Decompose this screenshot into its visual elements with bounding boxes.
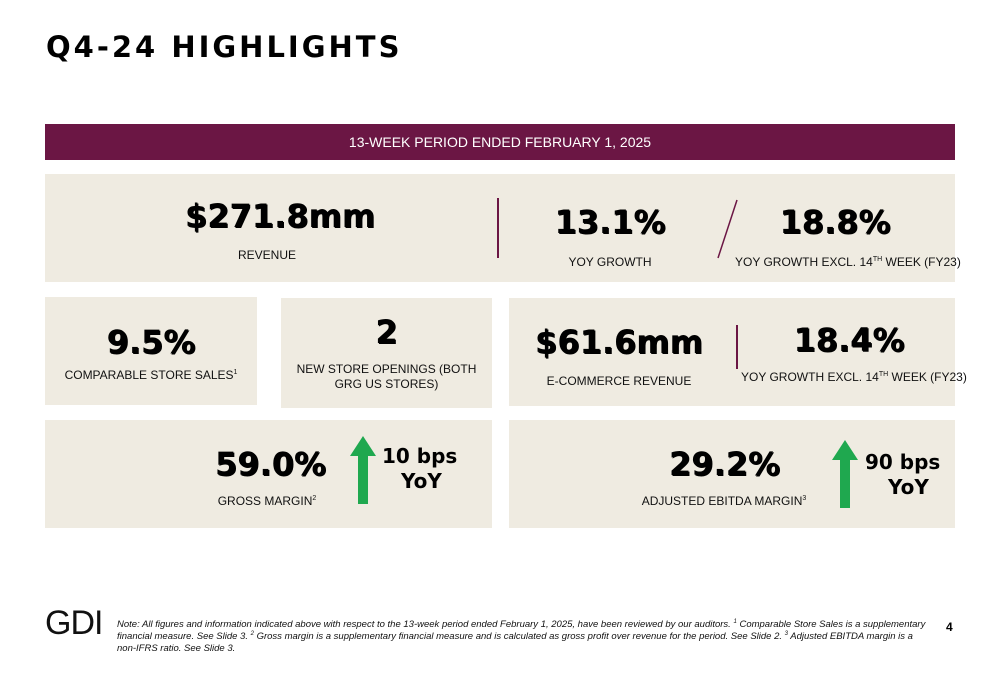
ecommerce-value: $61.6mm	[535, 323, 703, 361]
comparable-sales-value: 9.5%	[106, 323, 196, 361]
new-stores-card: 2 NEW STORE OPENINGS (BOTH GRG US STORES…	[281, 298, 492, 408]
gross-margin-card: 59.0% GROSS MARGIN2 10 bps YoY	[45, 420, 492, 528]
revenue-slash-divider	[717, 199, 738, 259]
arrow-up-icon	[832, 440, 858, 508]
revenue-divider	[497, 198, 499, 258]
ecommerce-label: E-COMMERCE REVENUE	[546, 374, 692, 388]
arrow-up-icon	[350, 436, 376, 504]
ecommerce-divider	[736, 325, 738, 369]
gross-margin-value: 59.0%	[215, 445, 327, 483]
comparable-sales-label: COMPARABLE STORE SALES1	[64, 368, 238, 382]
new-stores-label: NEW STORE OPENINGS (BOTH GRG US STORES)	[296, 362, 477, 391]
comparable-sales-card: 9.5% COMPARABLE STORE SALES1	[45, 297, 257, 405]
revenue-yoy-label: YOY GROWTH	[568, 255, 652, 269]
ecommerce-excl-label: YOY GROWTH EXCL. 14TH WEEK (FY23)	[741, 370, 967, 384]
period-banner: 13-WEEK PERIOD ENDED FEBRUARY 1, 2025	[45, 124, 955, 160]
ecommerce-card: $61.6mm E-COMMERCE REVENUE 18.4% YOY GRO…	[509, 298, 967, 406]
revenue-card: $271.8mm REVENUE 13.1% YOY GROWTH 18.8% …	[45, 174, 961, 282]
footnote-text: Note: All figures and information indica…	[117, 618, 926, 654]
ecommerce-excl-value: 18.4%	[793, 321, 905, 359]
page-title: Q4-24 HIGHLIGHTS	[46, 30, 403, 64]
ebitda-card: 29.2% ADJUSTED EBITDA MARGIN3 90 bps YoY	[509, 420, 955, 528]
gross-margin-change: 10 bps YoY	[382, 444, 458, 493]
gross-margin-label: GROSS MARGIN2	[217, 494, 317, 508]
new-stores-value: 2	[375, 313, 398, 351]
gdi-logo: GDI	[45, 604, 103, 642]
revenue-value: $271.8mm	[185, 197, 376, 235]
revenue-label: REVENUE	[237, 248, 296, 262]
period-banner-text: 13-WEEK PERIOD ENDED FEBRUARY 1, 2025	[348, 134, 652, 150]
revenue-yoy-value: 13.1%	[554, 203, 666, 241]
revenue-excl-label: YOY GROWTH EXCL. 14TH WEEK (FY23)	[735, 255, 961, 269]
ebitda-change: 90 bps YoY	[865, 450, 941, 499]
ebitda-label: ADJUSTED EBITDA MARGIN3	[641, 494, 807, 508]
ebitda-value: 29.2%	[669, 445, 781, 483]
revenue-excl-value: 18.8%	[779, 203, 891, 241]
page-number: 4	[946, 620, 953, 634]
